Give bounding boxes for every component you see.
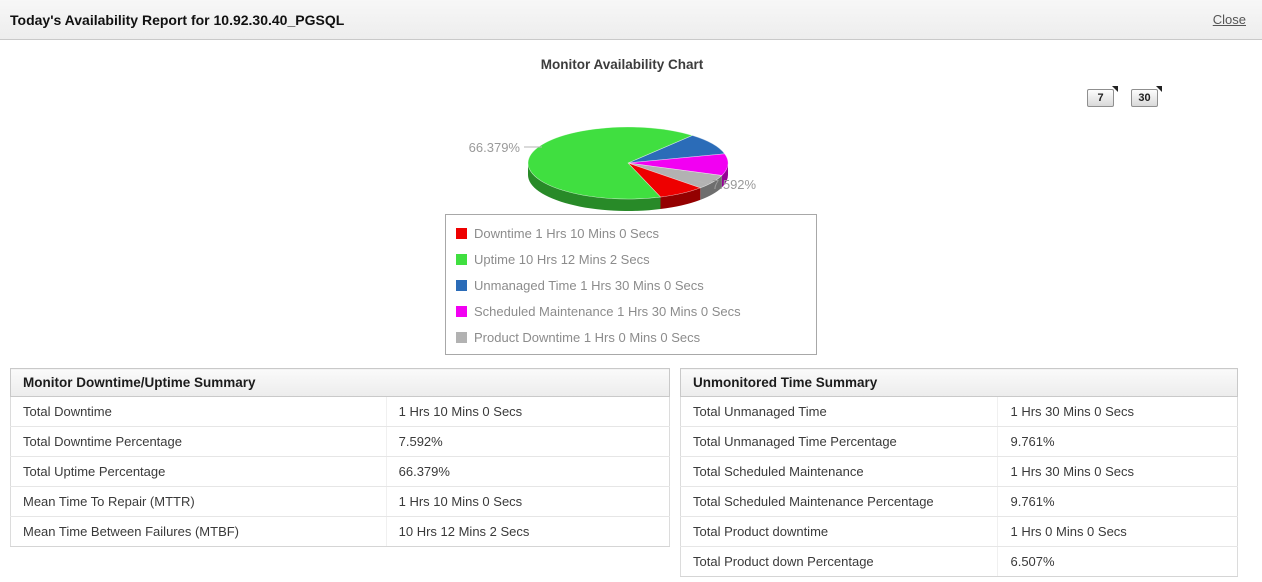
row-value: 66.379% — [385, 456, 671, 487]
pie-slice-side-scheduled-maintenance — [721, 163, 728, 188]
period-7-label: 7 — [1097, 92, 1104, 104]
row-value: 1 Hrs 30 Mins 0 Secs — [997, 396, 1238, 427]
period-buttons: 7 30 — [1087, 86, 1162, 107]
row-value: 6.507% — [997, 546, 1238, 577]
page-curl-icon — [1112, 86, 1118, 92]
table-title: Monitor Downtime/Uptime Summary — [10, 368, 670, 397]
row-label: Mean Time Between Failures (MTBF) — [10, 516, 387, 547]
chart-legend: Downtime 1 Hrs 10 Mins 0 Secs Uptime 10 H… — [445, 214, 817, 355]
row-value: 1 Hrs 10 Mins 0 Secs — [385, 486, 671, 517]
period-30-label: 30 — [1138, 92, 1151, 104]
table-row: Total Unmanaged Time 1 Hrs 30 Mins 0 Secs — [679, 396, 1238, 427]
table-row: Total Product downtime 1 Hrs 0 Mins 0 Sec… — [679, 516, 1238, 547]
legend-label: Scheduled Maintenance 1 Hrs 30 Mins 0 Se… — [474, 303, 741, 319]
downtime-uptime-summary-body: Total Downtime 1 Hrs 10 Mins 0 Secs Total … — [10, 396, 671, 547]
table-row: Total Product down Percentage 6.507% — [679, 546, 1238, 577]
row-label: Total Unmanaged Time Percentage — [679, 426, 998, 457]
pie-callout-downtime: 7.592% — [712, 177, 757, 192]
table-row: Total Downtime 1 Hrs 10 Mins 0 Secs — [10, 396, 671, 427]
legend-swatch-icon — [456, 227, 467, 239]
row-value: 1 Hrs 0 Mins 0 Secs — [997, 516, 1238, 547]
legend-swatch-icon — [456, 253, 467, 265]
table-row: Total Uptime Percentage 66.379% — [10, 456, 671, 487]
legend-label: Uptime 10 Hrs 12 Mins 2 Secs — [474, 251, 650, 267]
page-curl-icon — [1156, 86, 1162, 92]
report-header: Today's Availability Report for 10.92.30… — [0, 0, 1262, 40]
pie-callout-uptime: 66.379% — [469, 140, 521, 155]
pie-slice-side-downtime — [660, 187, 701, 210]
table-row: Total Scheduled Maintenance 1 Hrs 30 Mins… — [679, 456, 1238, 487]
legend-swatch-icon — [456, 279, 467, 291]
unmonitored-time-summary-body: Total Unmanaged Time 1 Hrs 30 Mins 0 Secs… — [679, 396, 1238, 577]
legend-item-downtime: Downtime 1 Hrs 10 Mins 0 Secs — [456, 220, 806, 246]
table-row: Total Scheduled Maintenance Percentage 9.… — [679, 486, 1238, 517]
row-label: Total Downtime Percentage — [10, 426, 387, 457]
pie-slice-uptime[interactable] — [527, 126, 694, 200]
row-value: 9.761% — [997, 486, 1238, 517]
row-label: Total Product down Percentage — [679, 546, 998, 577]
legend-item-uptime: Uptime 10 Hrs 12 Mins 2 Secs — [456, 246, 806, 272]
legend-item-unmanaged-time: Unmanaged Time 1 Hrs 30 Mins 0 Secs — [456, 272, 806, 298]
row-value: 10 Hrs 12 Mins 2 Secs — [385, 516, 671, 547]
close-link[interactable]: Close — [1212, 12, 1246, 27]
page-title: Today's Availability Report for 10.92.30… — [10, 11, 345, 28]
row-value: 9.761% — [997, 426, 1238, 457]
pie-chart-svg[interactable]: 66.379% 7.592% — [0, 110, 1262, 224]
pie-slice-side-uptime — [528, 163, 661, 212]
downtime-uptime-summary-table: Monitor Downtime/Uptime Summary Total Do… — [10, 368, 671, 547]
table-row: Mean Time Between Failures (MTBF) 10 Hrs … — [10, 516, 671, 547]
chart-title: Monitor Availability Chart — [540, 57, 704, 72]
unmonitored-time-summary-table: Unmonitored Time Summary Total Unmanaged… — [679, 368, 1238, 577]
row-label: Total Scheduled Maintenance Percentage — [679, 486, 998, 517]
row-value: 7.592% — [385, 426, 671, 457]
table-title: Unmonitored Time Summary — [680, 368, 1238, 397]
period-7-button[interactable]: 7 — [1087, 86, 1118, 107]
row-value: 1 Hrs 10 Mins 0 Secs — [385, 396, 671, 427]
row-label: Total Unmanaged Time — [679, 396, 998, 427]
legend-label: Unmanaged Time 1 Hrs 30 Mins 0 Secs — [474, 277, 704, 293]
legend-item-product-downtime: Product Downtime 1 Hrs 0 Mins 0 Secs — [456, 324, 806, 350]
legend-item-scheduled-maintenance: Scheduled Maintenance 1 Hrs 30 Mins 0 Se… — [456, 298, 806, 324]
period-30-button[interactable]: 30 — [1131, 86, 1162, 107]
legend-label: Product Downtime 1 Hrs 0 Mins 0 Secs — [474, 329, 701, 345]
legend-swatch-icon — [456, 331, 467, 343]
table-row: Total Downtime Percentage 7.592% — [10, 426, 671, 457]
legend-swatch-icon — [456, 305, 467, 317]
table-row: Mean Time To Repair (MTTR) 1 Hrs 10 Mins … — [10, 486, 671, 517]
row-label: Total Uptime Percentage — [10, 456, 387, 487]
row-label: Mean Time To Repair (MTTR) — [10, 486, 387, 517]
legend-label: Downtime 1 Hrs 10 Mins 0 Secs — [474, 225, 659, 241]
pie-slice-side-product-downtime — [700, 175, 722, 200]
row-label: Total Product downtime — [679, 516, 998, 547]
table-row: Total Unmanaged Time Percentage 9.761% — [679, 426, 1238, 457]
row-label: Total Scheduled Maintenance — [679, 456, 998, 487]
row-label: Total Downtime — [10, 396, 387, 427]
row-value: 1 Hrs 30 Mins 0 Secs — [997, 456, 1238, 487]
